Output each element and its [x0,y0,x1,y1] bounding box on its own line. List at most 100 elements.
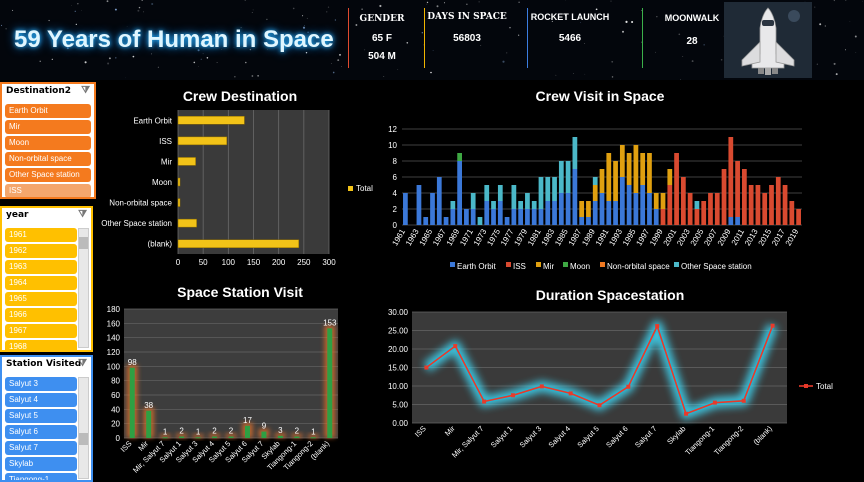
bar-segment [640,185,645,225]
star [631,21,633,23]
bar-segment [586,217,591,225]
year-item-1965[interactable]: 1965 [5,292,77,306]
bar-segment [511,209,516,225]
bar-segment [640,153,645,185]
destination-item-mir[interactable]: Mir [5,120,91,134]
star [245,0,246,1]
bar [294,437,299,438]
destination-item-non-orbital-space[interactable]: Non-orbital space [5,152,91,166]
data-label: 1 [163,427,168,436]
star [625,21,627,23]
year-item-1962[interactable]: 1962 [5,244,77,258]
star [433,50,434,51]
year-item-1964[interactable]: 1964 [5,276,77,290]
bar-segment [606,153,611,201]
legend-label: Total [816,382,833,391]
year-item-1966[interactable]: 1966 [5,308,77,322]
star [115,57,116,58]
destination-item-other-space-station[interactable]: Other Space station [5,168,91,182]
star [107,0,109,2]
bar-segment [735,161,740,217]
x-category-label: Tiangong-1 [683,424,716,457]
bar-segment [593,201,598,225]
clear-filter-icon[interactable]: ⧩ [81,85,90,96]
bar [130,368,135,438]
star [85,61,87,63]
legend-swatch [600,262,605,267]
legend-swatch [563,262,568,267]
x-category-label: ISS [413,424,428,439]
bar-segment [654,193,659,209]
star [518,1,520,3]
x-category-label: ISS [119,439,134,454]
star [1,25,2,26]
bar-segment [579,201,584,217]
star [834,63,836,65]
star [596,8,598,10]
year-scroll-thumb[interactable] [79,237,88,249]
legend-label: Mir [543,262,554,271]
x-category-label: Salyut 3 [518,424,544,450]
star [293,8,295,10]
legend-swatch [536,262,541,267]
destination-item-moon[interactable]: Moon [5,136,91,150]
year-item-1963[interactable]: 1963 [5,260,77,274]
data-label: 3 [278,426,283,435]
year-item-1968[interactable]: 1968 [5,340,77,352]
star [466,4,467,5]
x-category-label: Salyut 4 [547,424,573,450]
star [109,57,111,59]
bar-segment [620,177,625,225]
year-item-1967[interactable]: 1967 [5,324,77,338]
clear-filter-icon[interactable]: ⧩ [78,209,87,220]
star [337,59,339,61]
bar-segment [566,161,571,193]
y-tick-label: 60 [111,391,120,400]
station-item-salyut-4[interactable]: Salyut 4 [5,393,77,407]
year-slicer-scrollbar[interactable] [78,228,89,348]
bar [327,328,332,438]
destination-item-earth-orbit[interactable]: Earth Orbit [5,104,91,118]
destination-item-iss[interactable]: ISS [5,184,91,198]
station-item-skylab[interactable]: Skylab [5,457,77,471]
star [678,33,680,35]
legend-label: Total [356,184,373,193]
bar-segment [661,209,666,225]
legend-swatch [674,262,679,267]
star [834,0,835,1]
star [52,59,53,60]
x-category-label: (blank) [751,424,774,447]
kpi-moonwalk-value: 28 [652,36,732,47]
station-item-salyut-3[interactable]: Salyut 3 [5,377,77,391]
y-tick-label: 2 [393,205,398,214]
y-category-label: Other Space station [101,219,172,228]
data-label: 2 [212,427,217,436]
bar-segment [600,169,605,193]
data-point [742,399,746,403]
star [137,10,139,12]
station-scroll-thumb[interactable] [79,433,88,445]
y-category-label: ISS [159,137,172,146]
bar-segment [511,185,516,209]
star [257,75,258,76]
bar-segment [789,201,794,225]
bar-segment [532,201,537,209]
station-slicer: Station Visited ⧩ Salyut 3 Salyut 4 Saly… [0,355,93,482]
station-item-salyut-6[interactable]: Salyut 6 [5,425,77,439]
bar-segment [701,201,706,225]
year-item-1961[interactable]: 1961 [5,228,77,242]
star [556,75,557,76]
bar-segment [444,217,449,225]
station-item-salyut-5[interactable]: Salyut 5 [5,409,77,423]
bar-segment [681,177,686,225]
bar-segment [525,193,530,209]
station-slicer-scrollbar[interactable] [78,377,89,479]
bar-segment [423,217,428,225]
bar-segment [498,185,503,201]
station-item-salyut-7[interactable]: Salyut 7 [5,441,77,455]
bar [278,436,283,438]
legend-swatch [348,186,353,191]
destination-slicer-header: Destination2 ⧩ [2,84,94,102]
clear-filter-icon[interactable]: ⧩ [78,358,87,369]
y-tick-label: 40 [111,405,120,414]
